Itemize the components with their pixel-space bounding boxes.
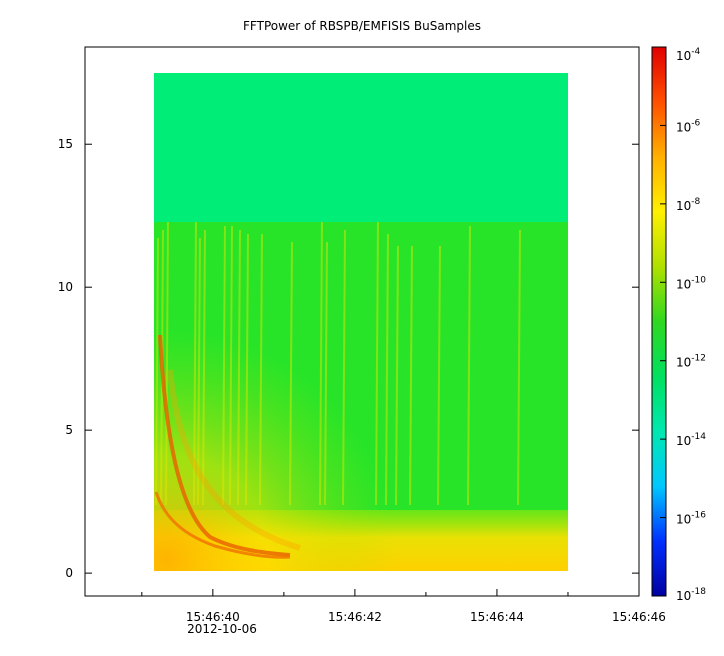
y-tick-label: 10 [58, 280, 73, 294]
striation [202, 229, 206, 506]
whistler-trace-secondary [154, 491, 291, 559]
striations-group [155, 221, 521, 506]
striation [517, 229, 521, 506]
striation [197, 237, 201, 506]
colorbar-tick-label: 10-4 [676, 47, 701, 63]
striation [289, 241, 293, 506]
x-axis: 15:46:40 15:46:42 15:46:44 15:46:46 [141, 589, 666, 624]
x-tick-label: 15:46:46 [612, 610, 666, 624]
striation [409, 245, 413, 506]
striation [155, 237, 159, 506]
colorbar-tick-label: 10-6 [676, 118, 701, 134]
y-tick-label: 0 [65, 566, 73, 580]
striation [375, 221, 379, 506]
striation [165, 221, 169, 506]
striation [342, 229, 346, 506]
striation [319, 221, 323, 506]
striation [222, 225, 226, 506]
colorbar-tick-label: 10-10 [676, 275, 706, 291]
y-axis: 0 5 10 15 [58, 137, 639, 580]
x-tick-label: 15:46:42 [328, 610, 382, 624]
x-tick-label: 15:46:40 [186, 610, 240, 624]
striation [395, 245, 399, 506]
colorbar-ticks: 10-4 10-6 10-8 10-10 10-12 10-14 10-16 10-18 [660, 46, 706, 603]
colorbar-tick-label: 10-8 [676, 197, 701, 213]
striation [245, 233, 249, 506]
striation [467, 225, 471, 506]
x-date-label: 2012-10-06 [187, 622, 257, 636]
striation [259, 233, 263, 506]
colorbar-tick-label: 10-18 [676, 587, 706, 603]
whistler-trace-main [158, 334, 291, 557]
x-tick-label: 15:46:44 [470, 610, 524, 624]
y-tick-label: 15 [58, 137, 73, 151]
colorbar-tick-label: 10-12 [676, 354, 706, 370]
striation [437, 245, 441, 506]
colorbar-tick-label: 10-16 [676, 511, 706, 527]
striation [237, 229, 241, 506]
striation [324, 241, 328, 506]
dispersive-region [154, 330, 394, 571]
striation [229, 225, 233, 506]
y-tick-label: 5 [65, 423, 73, 437]
colorbar-tick-label: 10-14 [676, 432, 706, 448]
striation [385, 233, 389, 506]
chart-title: FFTPower of RBSPB/EMFISIS BuSamples [243, 19, 481, 33]
colorbar-gradient [651, 46, 667, 597]
colorbar: 10-4 10-6 10-8 10-10 10-12 10-14 10-16 10-18 [651, 46, 706, 603]
striation [193, 221, 197, 506]
spectrogram-image [154, 73, 568, 571]
whistler-halo [167, 369, 301, 551]
